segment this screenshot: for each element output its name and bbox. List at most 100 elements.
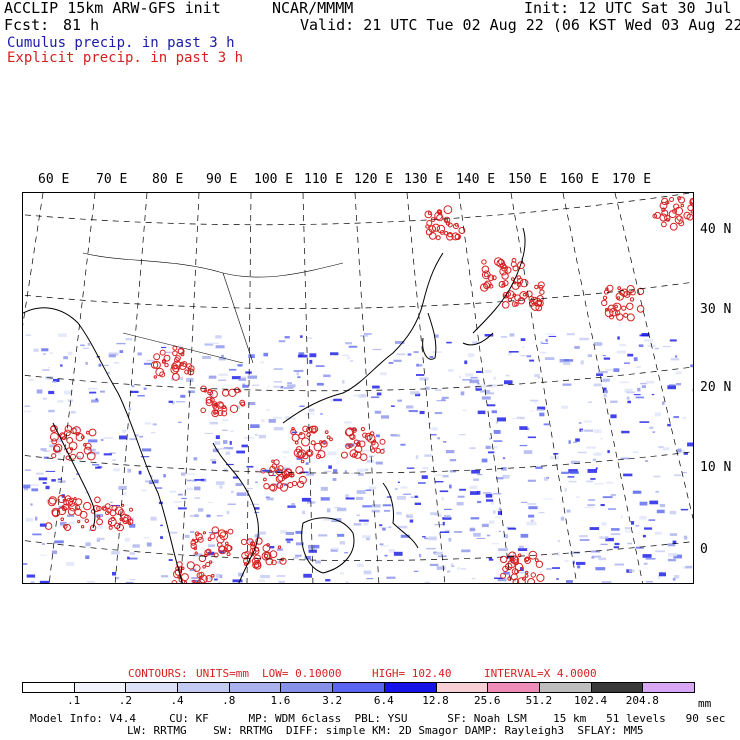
india-coastline <box>52 422 96 529</box>
cumulus-precip-cell <box>283 386 294 390</box>
explicit-precip-contour <box>159 349 166 356</box>
explicit-precip-contour <box>109 509 117 517</box>
cumulus-precip-cell <box>624 527 631 530</box>
longitude-gridline <box>246 193 252 583</box>
cumulus-precip-cell <box>523 450 533 454</box>
cumulus-precip-cell <box>461 549 471 553</box>
cumulus-precip-cell <box>209 532 219 534</box>
cumulus-precip-cell <box>584 506 594 508</box>
latitude-label: 20 N <box>700 380 732 395</box>
longitude-label: 120 E <box>354 172 394 187</box>
explicit-precip-contour <box>294 440 299 445</box>
cumulus-precip-cell <box>491 543 500 545</box>
cumulus-precip-cell <box>645 558 656 560</box>
cumulus-precip-cell <box>477 490 481 495</box>
cumulus-precip-cell <box>561 471 570 474</box>
cumulus-precip-cell <box>49 352 53 355</box>
cumulus-precip-cell <box>590 478 596 480</box>
explicit-precip-contour <box>128 507 134 512</box>
cumulus-precip-cell <box>225 451 230 455</box>
explicit-precip-contour <box>451 232 460 241</box>
cumulus-precip-cell <box>209 576 212 580</box>
explicit-precip-contour <box>96 505 102 512</box>
cumulus-precip-cell <box>193 553 203 557</box>
cumulus-precip-cell <box>119 435 127 440</box>
cumulus-precip-cell <box>660 571 663 573</box>
cumulus-precip-cell <box>274 470 283 473</box>
cumulus-precip-cell <box>238 572 245 577</box>
cumulus-precip-cell <box>284 336 290 339</box>
explicit-precip-contour <box>443 231 449 236</box>
cumulus-precip-cell <box>470 376 478 379</box>
cumulus-precip-cell <box>301 497 312 502</box>
cumulus-precip-cell <box>395 487 398 490</box>
cumulus-precip-cell <box>242 384 249 388</box>
cumulus-precip-cell <box>619 381 629 384</box>
cumulus-precip-cell <box>682 416 687 420</box>
cumulus-precip-cell <box>36 389 43 394</box>
cumulus-precip-cell <box>226 510 230 515</box>
explicit-precip-contour <box>178 362 187 371</box>
explicit-precip-contour <box>424 210 433 219</box>
cumulus-precip-cell <box>298 352 305 355</box>
colorbar-swatch <box>332 682 385 693</box>
cumulus-precip-cell <box>339 541 345 545</box>
explicit-precip-contour <box>105 503 111 509</box>
cumulus-precip-cell <box>330 352 339 356</box>
cumulus-precip-cell <box>134 434 139 437</box>
cumulus-precip-cell <box>249 402 256 406</box>
cumulus-precip-cell <box>58 438 62 443</box>
cumulus-precip-cell <box>593 453 600 456</box>
colorbar-swatch <box>590 682 644 693</box>
explicit-precip-contour <box>626 285 635 294</box>
cumulus-precip-cell <box>129 523 136 528</box>
cumulus-precip-cell <box>283 483 288 486</box>
cumulus-precip-cell <box>64 390 73 395</box>
cumulus-precip-cell <box>673 416 679 419</box>
cumulus-precip-cell <box>115 576 120 580</box>
cumulus-precip-cell <box>254 534 260 538</box>
cumulus-precip-cell <box>593 383 602 387</box>
cumulus-precip-cell <box>626 396 630 400</box>
cumulus-precip-cell <box>591 555 601 558</box>
longitude-label: 130 E <box>404 172 444 187</box>
cumulus-precip-cell <box>308 544 315 549</box>
cumulus-precip-cell <box>458 434 466 436</box>
cumulus-precip-cell <box>632 451 639 454</box>
cumulus-precip-cell <box>645 380 655 384</box>
cumulus-precip-cell <box>82 347 89 349</box>
cumulus-precip-cell <box>368 486 377 490</box>
explicit-precip-contour <box>161 358 167 364</box>
cumulus-precip-cell <box>444 508 452 510</box>
longitude-gridline <box>180 193 200 583</box>
colorbar-swatch <box>383 682 437 693</box>
cumulus-precip-cell <box>628 569 635 573</box>
explicit-precip-contour <box>521 576 527 581</box>
longitude-label: 150 E <box>508 172 548 187</box>
cumulus-precip-cell <box>43 456 49 459</box>
explicit-precip-contour <box>250 552 255 557</box>
cumulus-precip-cell <box>168 400 173 403</box>
cumulus-precip-cell <box>194 479 205 481</box>
cumulus-precip-cell <box>236 405 239 408</box>
explicit-precip-contour <box>616 313 624 321</box>
cumulus-precip-cell <box>493 510 496 514</box>
cumulus-precip-cell <box>471 578 476 580</box>
cumulus-precip-cell <box>409 519 414 523</box>
explicit-precip-contour <box>67 507 76 516</box>
cumulus-precip-cell <box>304 556 311 560</box>
cumulus-precip-cell <box>530 519 534 522</box>
cumulus-precip-cell <box>633 490 642 494</box>
cumulus-precip-cell <box>356 496 364 500</box>
cumulus-precip-cell <box>342 354 350 357</box>
cumulus-precip-cell <box>580 360 584 365</box>
cumulus-precip-cell <box>503 571 510 575</box>
cumulus-precip-cell <box>39 554 48 556</box>
cumulus-precip-cell <box>333 469 338 473</box>
cumulus-precip-cell <box>519 426 528 430</box>
cumulus-precip-cell <box>627 400 631 404</box>
explicit-precip-contour <box>60 517 65 522</box>
explicit-precip-contour <box>200 385 207 393</box>
explicit-precip-contour <box>669 197 675 202</box>
cumulus-precip-cell <box>194 486 201 491</box>
